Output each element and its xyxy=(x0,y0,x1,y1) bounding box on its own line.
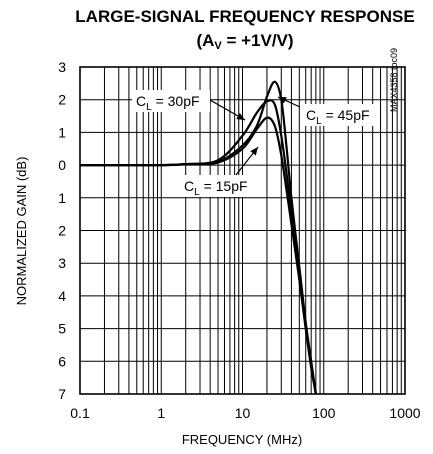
x-tick-label: 10 xyxy=(235,405,251,421)
annotation-arrowhead xyxy=(250,147,258,156)
annotation-arrowhead xyxy=(236,112,245,120)
annotation-bg xyxy=(180,175,258,197)
y-tick-label: 1 xyxy=(58,124,66,140)
series-lines xyxy=(79,80,317,395)
y-tick-label: 4 xyxy=(58,288,66,304)
x-tick-label: 1 xyxy=(157,405,165,421)
x-tick-label: 100 xyxy=(312,405,336,421)
chart-title-line1: LARGE-SIGNAL FREQUENCY RESPONSE xyxy=(75,7,414,26)
y-tick-label: 3 xyxy=(58,59,66,75)
x-tick-label: 0.1 xyxy=(70,405,90,421)
y-axis-label: NORMALIZED GAIN (dB) xyxy=(14,157,29,306)
y-tick-label: 6 xyxy=(58,353,66,369)
annotation-bg xyxy=(302,104,380,126)
annotation-label: CL = 15pF xyxy=(184,178,248,198)
annotation-label: CL = 45pF xyxy=(306,107,370,127)
annotations: CL = 30pF CL = 45pF CL = 15pF xyxy=(132,90,380,198)
side-label: MAX4358 toc09 xyxy=(389,48,399,112)
annotation-bg xyxy=(132,90,210,112)
grid xyxy=(80,67,405,394)
y-tick-label: 3 xyxy=(58,255,66,271)
chart-title-line2: (AV = +1V/V) xyxy=(196,31,293,52)
y-tick-label: 5 xyxy=(58,321,66,337)
y-tick-label: 7 xyxy=(58,386,66,402)
y-tick-label: 2 xyxy=(58,92,66,108)
series-line-1 xyxy=(79,116,317,395)
x-axis-label: FREQUENCY (MHz) xyxy=(182,432,302,447)
y-tick-label: 2 xyxy=(58,223,66,239)
y-tick-label: 1 xyxy=(58,190,66,206)
y-tick-label: 0 xyxy=(58,157,66,173)
plot-frame xyxy=(79,66,406,395)
y-tick-labels: 3 2 1 0 1 2 3 4 5 6 7 xyxy=(58,59,66,402)
series-line-3 xyxy=(79,80,317,395)
series-line-2 xyxy=(79,99,317,395)
x-tick-label: 1000 xyxy=(389,405,420,421)
x-tick-labels: 0.1 1 10 100 1000 xyxy=(70,405,421,421)
annotation-label: CL = 30pF xyxy=(136,93,200,113)
annotation-arrowhead xyxy=(278,97,287,104)
